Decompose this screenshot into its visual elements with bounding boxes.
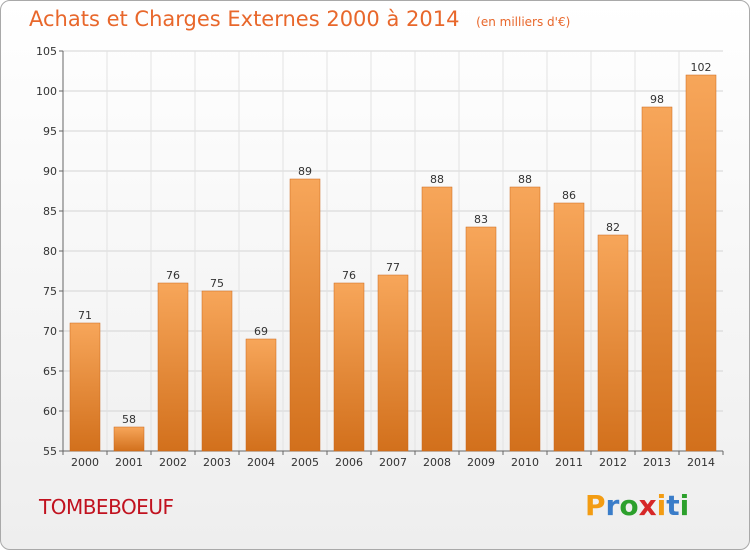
chart-title: Achats et Charges Externes 2000 à 2014 (… — [29, 7, 570, 31]
value-label-2000: 71 — [78, 309, 92, 322]
logo-letter: r — [605, 489, 620, 522]
y-tick-label: 60 — [43, 405, 57, 418]
logo-letter: i — [656, 489, 667, 522]
value-label-2004: 69 — [254, 325, 268, 338]
chart-title-text: Achats et Charges Externes 2000 à 2014 — [29, 7, 460, 31]
x-tick-label-2003: 2003 — [203, 456, 231, 469]
value-label-2007: 77 — [386, 261, 400, 274]
value-label-2005: 89 — [298, 165, 312, 178]
bar-2009 — [465, 226, 497, 452]
x-tick-label-2009: 2009 — [467, 456, 495, 469]
y-tick-label: 100 — [36, 85, 57, 98]
bar-2000 — [69, 322, 101, 452]
bar-2010 — [509, 186, 541, 452]
x-tick-label-2014: 2014 — [687, 456, 715, 469]
x-tick-label-2004: 2004 — [247, 456, 275, 469]
chart-unit: (en milliers d'€) — [476, 15, 571, 29]
x-tick-label-2008: 2008 — [423, 456, 451, 469]
value-label-2010: 88 — [518, 173, 532, 186]
bars — [69, 74, 717, 452]
bar-2013 — [641, 106, 673, 452]
value-label-2008: 88 — [430, 173, 444, 186]
bar-2003 — [201, 290, 233, 452]
logo-letter: P — [585, 489, 606, 522]
x-tick-label-2002: 2002 — [159, 456, 187, 469]
value-label-2002: 76 — [166, 269, 180, 282]
y-tick-label: 80 — [43, 245, 57, 258]
bar-2007 — [377, 274, 409, 452]
bar-2008 — [421, 186, 453, 452]
bar-2004 — [245, 338, 277, 452]
x-tick-label-2012: 2012 — [599, 456, 627, 469]
logo-letter: x — [638, 489, 657, 522]
value-label-2014: 102 — [691, 61, 712, 74]
bar-2012 — [597, 234, 629, 452]
y-tick-label: 70 — [43, 325, 57, 338]
y-tick-label: 55 — [43, 445, 57, 458]
y-tick-label: 65 — [43, 365, 57, 378]
y-tick-label: 75 — [43, 285, 57, 298]
bar-2001 — [113, 426, 145, 452]
x-tick-label-2005: 2005 — [291, 456, 319, 469]
value-label-2006: 76 — [342, 269, 356, 282]
value-label-2011: 86 — [562, 189, 576, 202]
x-tick-label-2001: 2001 — [115, 456, 143, 469]
value-label-2013: 98 — [650, 93, 664, 106]
x-tick-label-2013: 2013 — [643, 456, 671, 469]
x-tick-label-2011: 2011 — [555, 456, 583, 469]
y-tick-label: 85 — [43, 205, 57, 218]
value-label-2001: 58 — [122, 413, 136, 426]
x-tick-label-2007: 2007 — [379, 456, 407, 469]
value-label-2012: 82 — [606, 221, 620, 234]
bar-2014 — [685, 74, 717, 452]
bar-2006 — [333, 282, 365, 452]
logo-letter: t — [666, 489, 680, 522]
bar-2005 — [289, 178, 321, 452]
logo-letter: i — [679, 489, 690, 522]
y-tick-label: 95 — [43, 125, 57, 138]
logo-letter: o — [619, 489, 639, 522]
y-tick-label: 90 — [43, 165, 57, 178]
x-tick-label-2010: 2010 — [511, 456, 539, 469]
commune-name: TOMBEBOEUF — [39, 495, 174, 519]
x-tick-label-2006: 2006 — [335, 456, 363, 469]
value-label-2003: 75 — [210, 277, 224, 290]
bar-2002 — [157, 282, 189, 452]
x-tick-label-2000: 2000 — [71, 456, 99, 469]
proxiti-logo: Proxiti — [585, 489, 689, 522]
y-tick-label: 105 — [36, 45, 57, 58]
value-label-2009: 83 — [474, 213, 488, 226]
bar-2011 — [553, 202, 585, 452]
value-labels: 71 58 76 75 69 89 76 77 88 83 88 86 82 98 102 — [78, 61, 712, 426]
